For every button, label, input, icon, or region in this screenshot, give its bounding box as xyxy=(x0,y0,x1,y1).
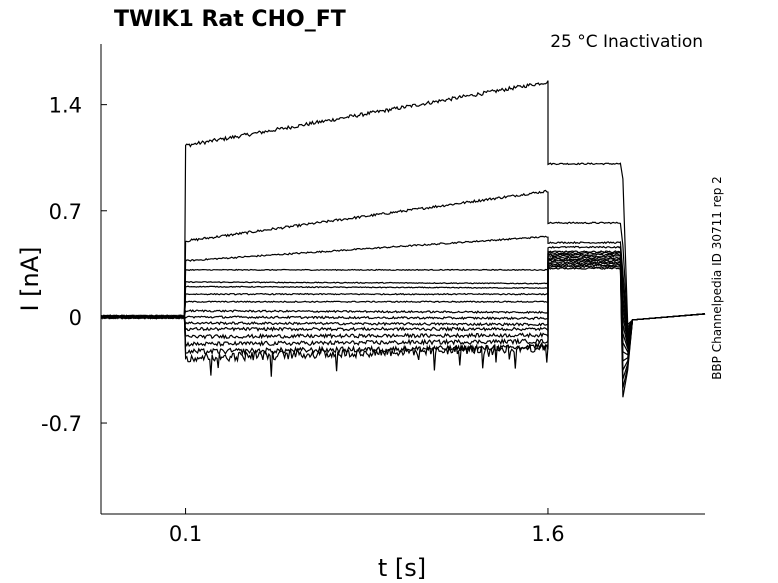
current-trace-1 xyxy=(100,80,706,326)
x-tick-label: 1.6 xyxy=(531,522,564,546)
current-trace-12 xyxy=(100,260,706,362)
y-tick-label: 1.4 xyxy=(49,94,82,118)
current-trace-14 xyxy=(100,263,706,380)
current-trace-5 xyxy=(100,250,706,337)
current-trace-2 xyxy=(100,189,706,330)
current-trace-7 xyxy=(100,253,706,343)
condition-label: 25 °C Inactivation xyxy=(550,32,703,52)
current-trace-10 xyxy=(100,257,706,354)
chart-title: TWIK1 Rat CHO_FT xyxy=(114,7,346,32)
x-ticks-group: 0.1 1.6 xyxy=(169,508,565,546)
y-axis-label: I [nA] xyxy=(16,246,44,311)
current-trace-16 xyxy=(100,267,706,398)
x-tick-label: 0.1 xyxy=(169,522,202,546)
current-trace-6 xyxy=(100,251,706,340)
y-ticks-group: 1.4 0.7 0 -0.7 xyxy=(41,94,107,436)
channelpedia-id-label: BBP Channelpedia ID 30711 rep 2 xyxy=(710,176,724,380)
current-trace-4 xyxy=(100,245,706,334)
current-trace-15 xyxy=(100,265,706,389)
current-trace-8 xyxy=(100,254,706,346)
current-trace-11 xyxy=(100,259,706,356)
y-tick-label: -0.7 xyxy=(41,412,82,436)
current-trace-13 xyxy=(100,262,706,373)
y-tick-label: 0 xyxy=(69,306,82,330)
y-tick-label: 0.7 xyxy=(49,200,82,224)
current-trace-9 xyxy=(100,255,706,349)
x-axis-label: t [s] xyxy=(378,554,426,582)
traces-group xyxy=(100,80,706,398)
current-trace-3 xyxy=(100,235,706,333)
